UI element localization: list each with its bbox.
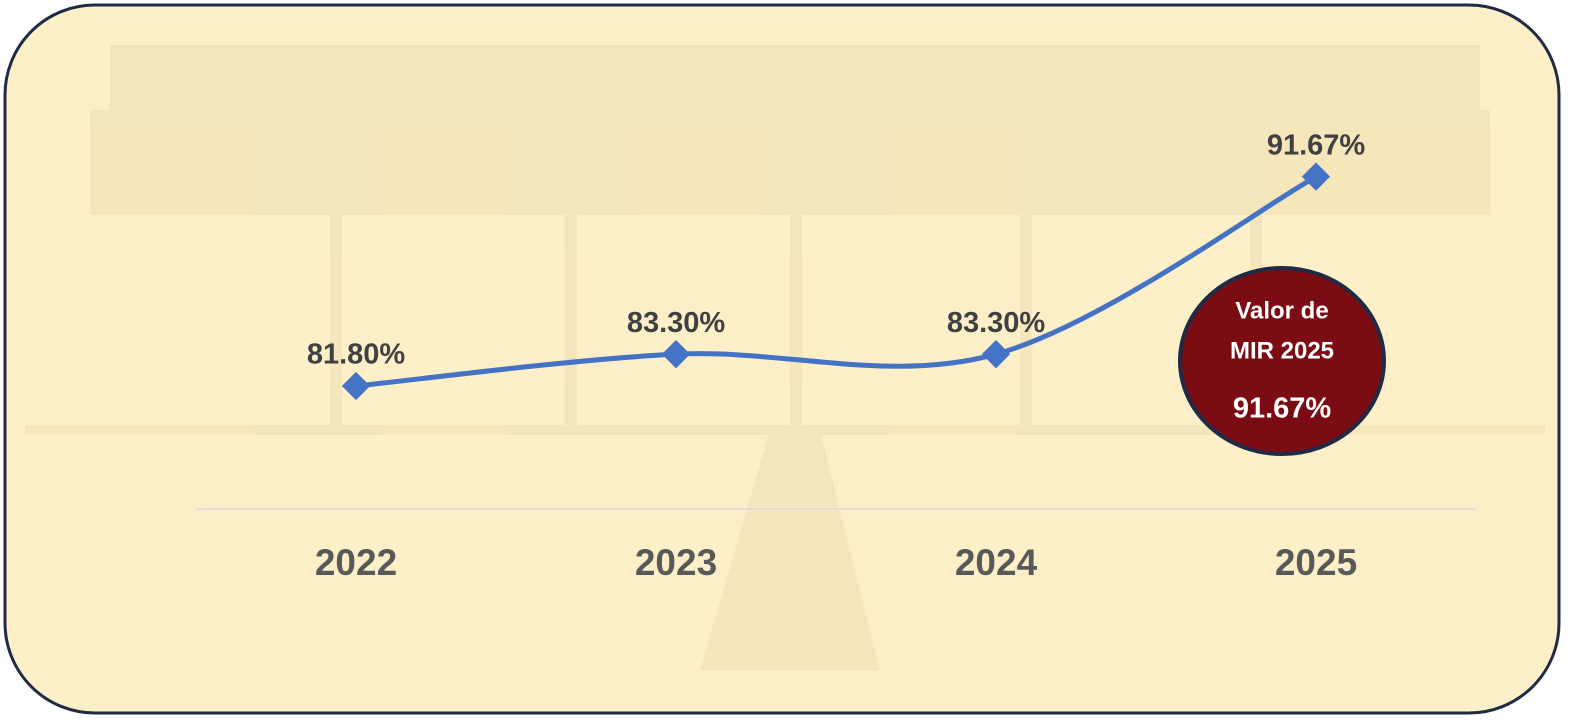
data-label: 83.30% [627, 307, 726, 339]
annotation-text: Valor de [1235, 297, 1328, 324]
data-label: 81.80% [307, 339, 406, 371]
data-label: 91.67% [1267, 129, 1366, 161]
x-tick-label: 2022 [315, 542, 397, 583]
x-tick-label: 2024 [955, 542, 1038, 583]
data-label: 83.30% [947, 307, 1046, 339]
marker [661, 340, 691, 369]
annotation-text: MIR 2025 [1230, 337, 1334, 364]
marker [1301, 162, 1331, 191]
marker [981, 340, 1011, 369]
annotation-bubble [1178, 266, 1386, 456]
x-tick-label: 2023 [635, 542, 717, 583]
annotation-value: 91.67% [1233, 393, 1332, 425]
line [355, 174, 1318, 389]
background-illustration [25, 45, 1545, 670]
x-tick-label: 2025 [1275, 542, 1357, 583]
marker [341, 371, 371, 401]
